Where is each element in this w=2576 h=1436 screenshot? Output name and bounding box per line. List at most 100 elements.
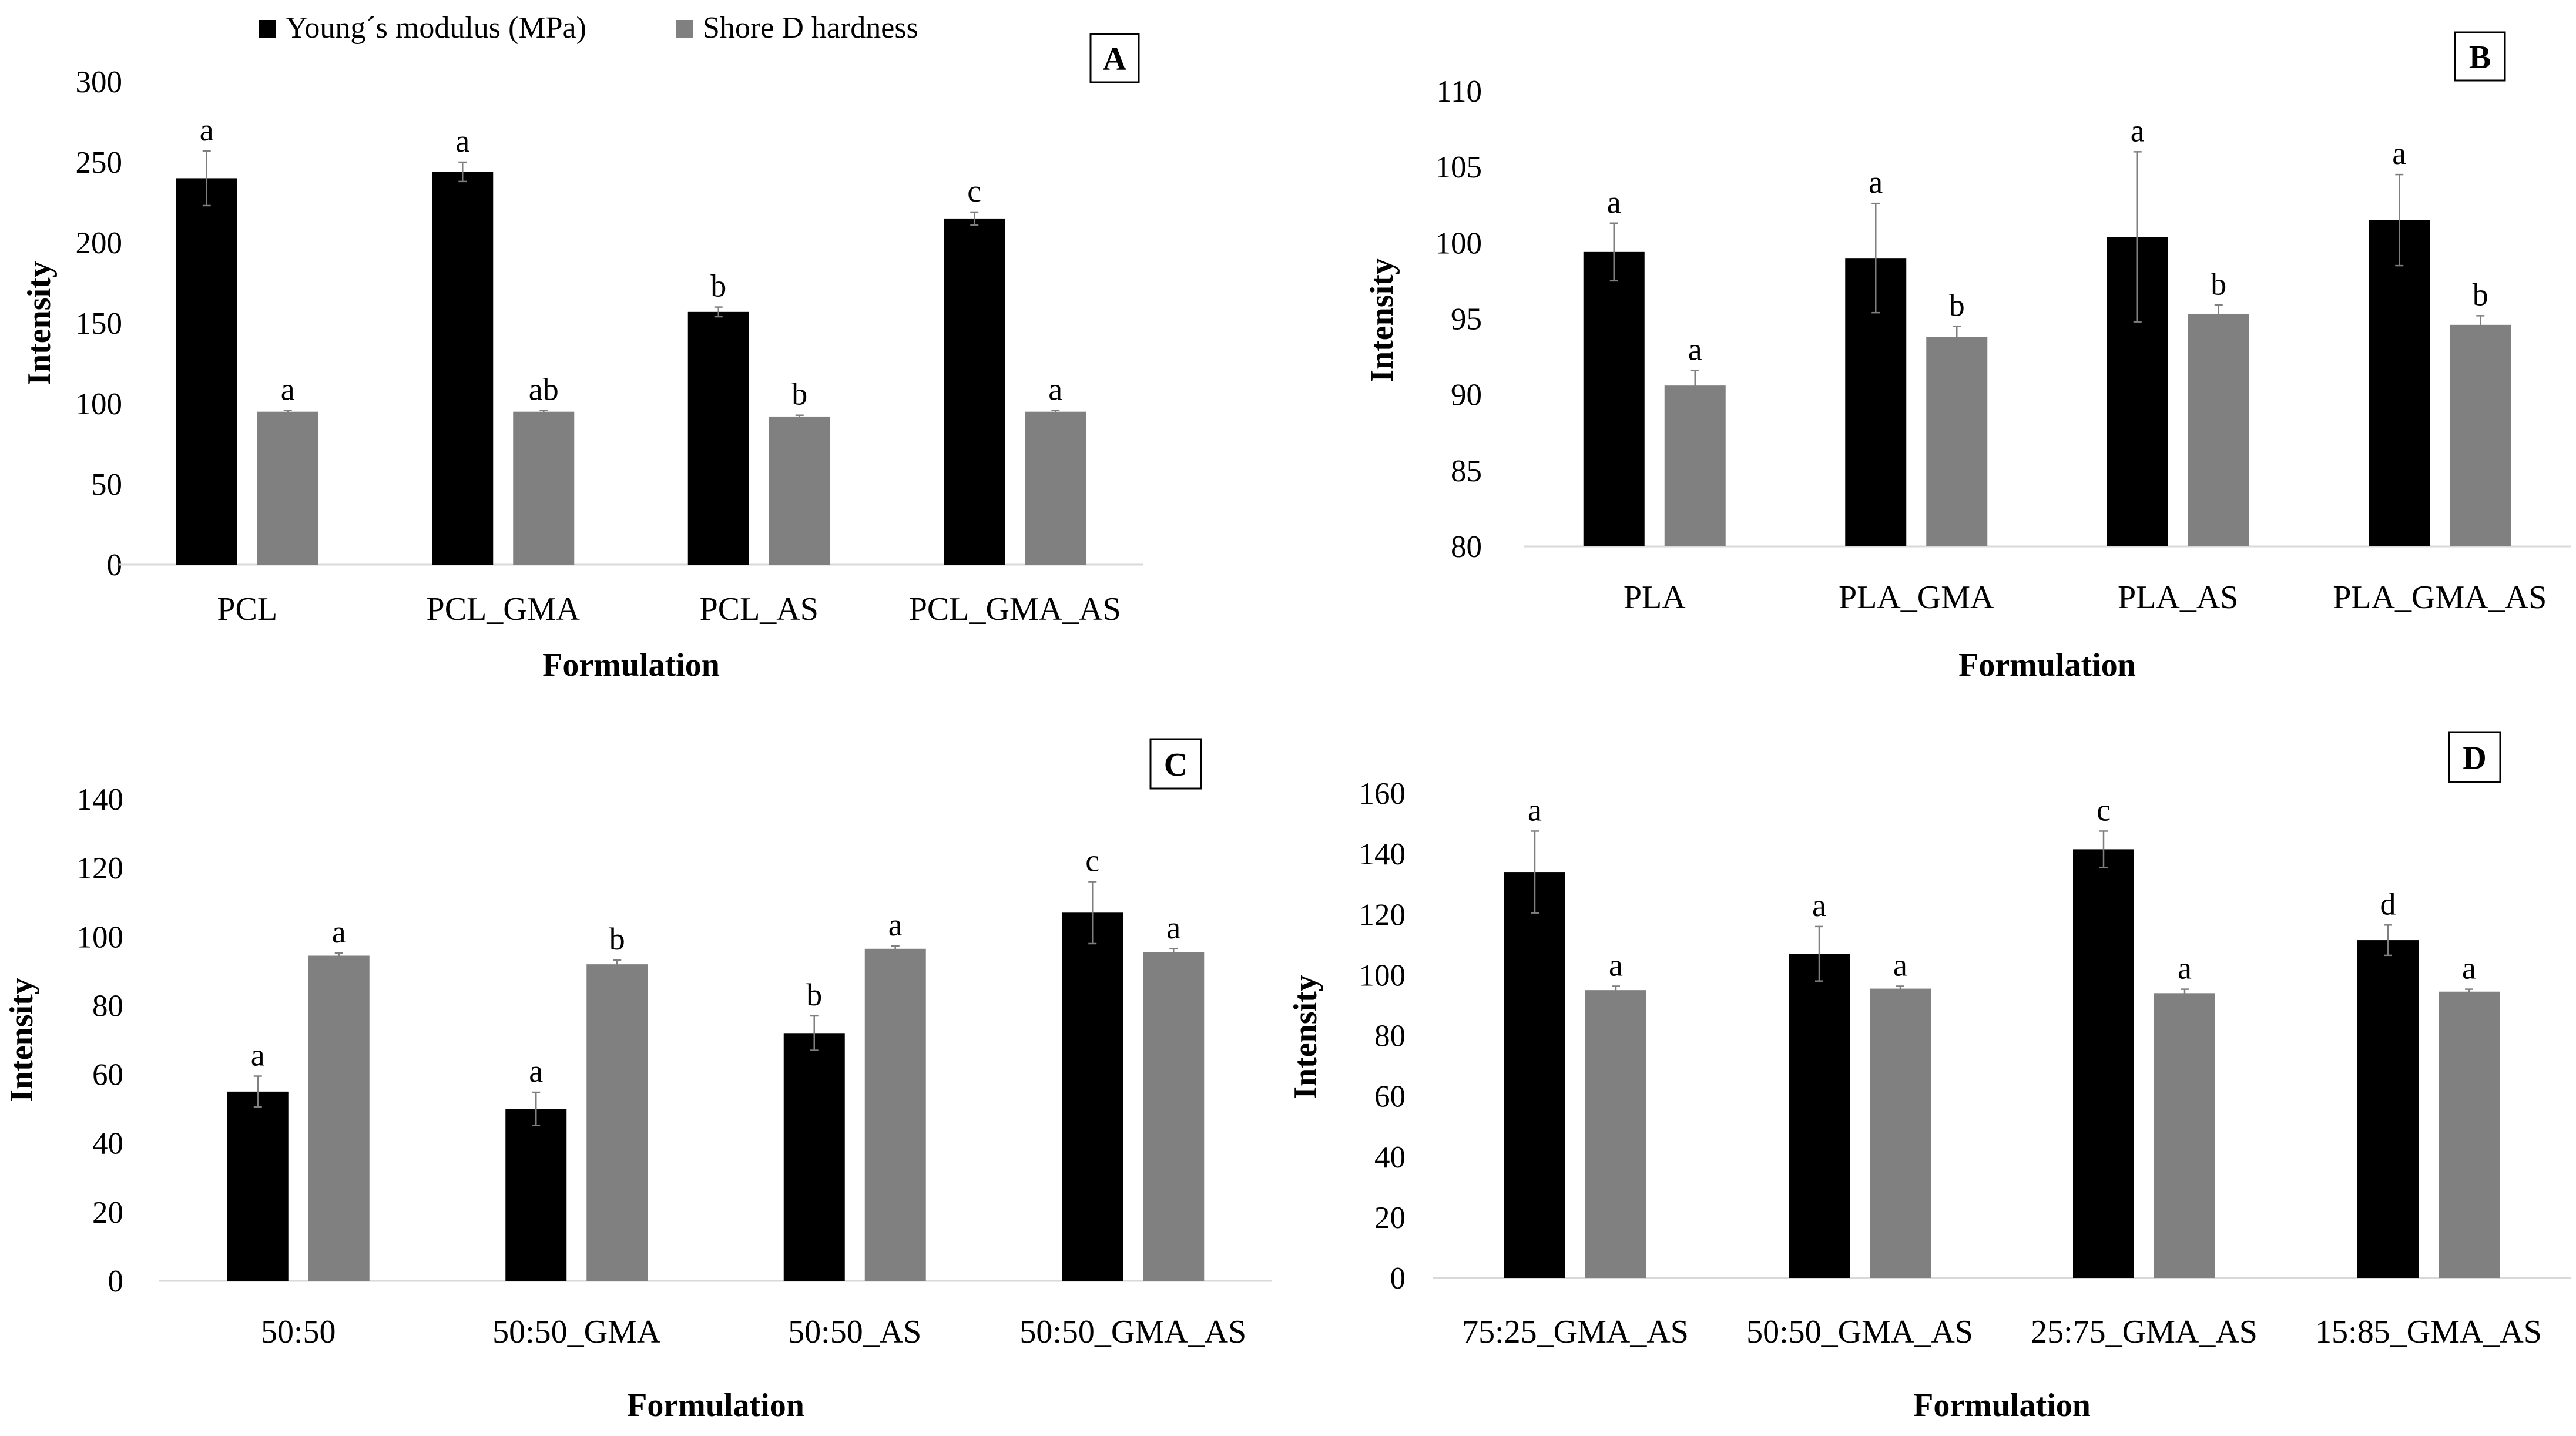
y-tick-label: 80: [1374, 1019, 1406, 1053]
y-tick-label: 140: [1359, 837, 1406, 871]
legend-item-youngs-modulus: Young´s modulus (MPa): [259, 11, 586, 45]
bar-shore-d-hardness: [769, 416, 830, 565]
panel-tag-d: D: [2463, 740, 2486, 777]
bar-youngs-modulus: [2357, 940, 2419, 1278]
bar-shore-d-hardness: [1926, 337, 1988, 546]
significance-label: a: [1048, 372, 1062, 407]
bar-shore-d-hardness: [1585, 990, 1646, 1278]
x-category-label: 15:85_GMA_AS: [2315, 1314, 2542, 1350]
bar-shore-d-hardness: [2154, 993, 2215, 1278]
bar-shore-d-hardness: [1143, 952, 1205, 1281]
y-tick-label: 200: [76, 226, 123, 260]
x-category-label: PCL_GMA: [427, 591, 581, 628]
legend-item-shore-d-hardness: Shore D hardness: [676, 11, 918, 45]
bar-youngs-modulus: [1062, 912, 1123, 1281]
significance-label: a: [200, 112, 214, 147]
significance-label: a: [1166, 910, 1180, 945]
bar-youngs-modulus: [505, 1109, 567, 1281]
significance-label: a: [251, 1038, 265, 1073]
bar-shore-d-hardness: [308, 955, 370, 1281]
significance-label: b: [609, 921, 625, 957]
significance-label: a: [2392, 136, 2406, 171]
bar-youngs-modulus: [783, 1033, 845, 1281]
panel-b: 80 85 90 95 100 105 110 a a PLA a b PLA_GMA a b PLA_AS a…: [1364, 31, 2571, 683]
legend: Young´s modulus (MPa) Shore D hardness: [259, 11, 918, 45]
bar-shore-d-hardness: [1025, 411, 1086, 565]
x-axis-title: Formulation: [542, 647, 720, 683]
panel-c: 0 20 40 60 80 100 120 140 a a 50:50 a b 50:50_GMA b a 50…: [4, 738, 1272, 1424]
significance-label: b: [1949, 287, 1965, 323]
significance-label: c: [967, 173, 981, 209]
y-tick-label: 160: [1359, 777, 1406, 811]
y-tick-label: 105: [1435, 150, 1482, 184]
significance-label: a: [2178, 951, 2192, 986]
panel-tag-c: C: [1164, 747, 1188, 783]
panel-d: 0 20 40 60 80 100 120 140 160 a a 75:25_GMA_AS a a 50:…: [1287, 731, 2571, 1424]
y-tick-label: 150: [76, 307, 123, 341]
bar-shore-d-hardness: [586, 964, 648, 1281]
panel-tag-box: [1149, 738, 1202, 790]
bar-youngs-modulus: [1583, 251, 1645, 546]
x-category-label: 50:50: [261, 1314, 336, 1350]
x-category-label: 50:50_GMA_AS: [1019, 1314, 1246, 1350]
panel-a: 050100150200250300aaPCLaabPCL_GMAbbPCL_A…: [21, 33, 1143, 683]
panel-tag-box: [2448, 731, 2501, 783]
significance-label: a: [1607, 184, 1621, 220]
y-tick-label: 90: [1451, 378, 1482, 412]
x-category-label: 75:25_GMA_AS: [1462, 1314, 1689, 1350]
y-tick-label: 120: [1359, 898, 1406, 932]
y-tick-label: 100: [1359, 958, 1406, 992]
y-tick-label: 20: [92, 1196, 123, 1230]
significance-label: a: [1812, 888, 1826, 923]
significance-label: b: [710, 269, 726, 304]
significance-label: a: [281, 372, 295, 407]
y-tick-label: 60: [1374, 1080, 1406, 1114]
x-category-label: 50:50_GMA: [492, 1314, 661, 1350]
bar-youngs-modulus: [227, 1091, 289, 1281]
y-tick-label: 0: [1390, 1261, 1406, 1296]
x-category-label: PLA: [1624, 579, 1686, 616]
y-tick-label: 95: [1451, 303, 1482, 337]
y-tick-label: 100: [1435, 226, 1482, 260]
bar-youngs-modulus: [2369, 220, 2430, 546]
significance-label: b: [2473, 277, 2488, 312]
y-tick-label: 250: [76, 146, 123, 180]
bar-shore-d-hardness: [864, 948, 926, 1281]
significance-label: a: [332, 914, 346, 949]
significance-label: a: [2131, 113, 2145, 148]
bar-shore-d-hardness: [513, 411, 575, 565]
significance-label: a: [2462, 951, 2476, 986]
bar-shore-d-hardness: [257, 411, 318, 565]
y-tick-label: 110: [1436, 75, 1482, 109]
y-tick-label: 100: [77, 920, 124, 954]
panel-tag-b: B: [2469, 39, 2491, 76]
y-tick-label: 120: [77, 851, 124, 885]
y-tick-label: 50: [91, 468, 122, 502]
x-category-label: PLA_GMA_AS: [2333, 579, 2547, 616]
legend-swatch-youngs-modulus: [259, 20, 276, 38]
significance-label: a: [1688, 331, 1702, 367]
bar-shore-d-hardness: [2450, 324, 2511, 546]
legend-swatch-shore-d-hardness: [676, 20, 693, 38]
x-axis-title: Formulation: [1958, 647, 2136, 683]
x-category-label: 25:75_GMA_AS: [2031, 1314, 2258, 1350]
y-tick-label: 60: [92, 1058, 123, 1092]
x-category-label: 50:50_GMA_AS: [1746, 1314, 1973, 1350]
y-axis-title: Intensity: [4, 978, 40, 1102]
panel-tag-box: [1089, 33, 1140, 83]
y-tick-label: 100: [76, 387, 123, 421]
x-category-label: PCL_GMA_AS: [909, 591, 1121, 628]
bar-youngs-modulus: [432, 172, 494, 565]
y-tick-label: 0: [108, 1264, 124, 1299]
significance-label: a: [888, 907, 903, 942]
legend-label-shore-d-hardness: Shore D hardness: [703, 11, 918, 45]
x-axis-title: Formulation: [1913, 1387, 2091, 1424]
x-category-label: PCL: [217, 591, 277, 628]
y-axis-title: Intensity: [1364, 258, 1400, 383]
bar-youngs-modulus: [687, 311, 749, 565]
y-tick-label: 140: [77, 783, 124, 817]
significance-label: a: [1528, 792, 1542, 827]
y-tick-label: 40: [1374, 1140, 1406, 1175]
y-tick-label: 80: [92, 989, 123, 1023]
bar-youngs-modulus: [2073, 849, 2134, 1278]
